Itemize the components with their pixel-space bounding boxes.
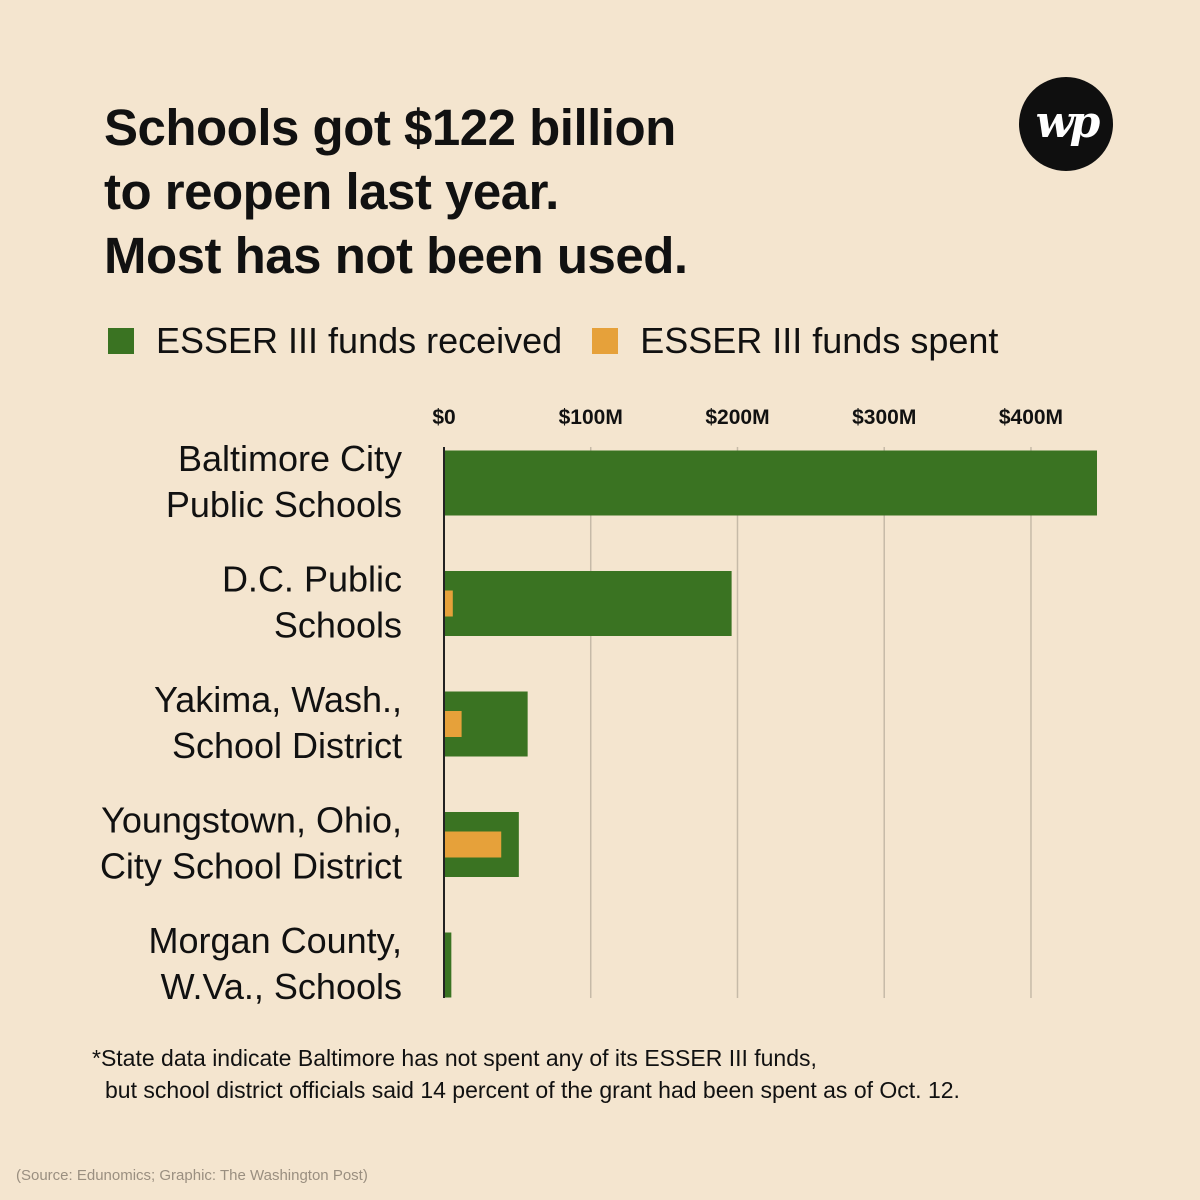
category-label: School District (172, 725, 402, 766)
logo-graphic: wp (1036, 97, 1105, 148)
washington-post-logo-icon: wp (1019, 77, 1113, 171)
bar-received (444, 450, 1097, 516)
x-tick-label: $200M (705, 406, 769, 429)
x-tick-label: $300M (852, 406, 916, 429)
bar-spent (444, 590, 453, 617)
category-label: Morgan County, (149, 920, 402, 961)
title-line: Schools got $122 billion (104, 99, 676, 156)
x-tick-label: $100M (559, 406, 623, 429)
category-label: Baltimore City (178, 438, 402, 479)
legend: ESSER III funds received ESSER III funds… (108, 318, 1028, 364)
footnote: *State data indicate Baltimore has not s… (92, 1042, 1142, 1106)
category-label: Schools (274, 605, 402, 646)
chart-title: Schools got $122 billion to reopen last … (104, 96, 964, 288)
legend-label-received: ESSER III funds received (156, 320, 563, 361)
category-label: Yakima, Wash., (154, 679, 402, 720)
x-tick-label: $400M (999, 406, 1063, 429)
bar-received (444, 932, 452, 998)
bar-chart: $0 $100M $200M $300M $400M Baltimore City Publ… (100, 406, 1097, 1007)
category-label: W.Va., Schools (161, 966, 402, 1007)
category-label: Public Schools (166, 484, 402, 525)
legend-item-spent: ESSER III funds spent (592, 320, 998, 362)
footnote-line: but school district officials said 14 pe… (105, 1077, 960, 1103)
footnote-line: *State data indicate Baltimore has not s… (92, 1045, 817, 1071)
x-tick-label: $0 (432, 406, 455, 429)
logo-text: wp (1036, 97, 1101, 148)
bar-received (444, 571, 732, 636)
category-label: City School District (100, 846, 402, 887)
legend-item-received: ESSER III funds received (108, 320, 562, 362)
category-label: Youngstown, Ohio, (101, 800, 402, 841)
legend-label-spent: ESSER III funds spent (640, 320, 999, 361)
source-credit: (Source: Edunomics; Graphic: The Washing… (16, 1167, 368, 1184)
legend-swatch-spent (592, 328, 619, 354)
title-line: Most has not been used. (104, 227, 688, 284)
category-label: D.C. Public (222, 559, 402, 600)
legend-swatch-received (108, 328, 134, 354)
bar-spent (444, 711, 462, 737)
title-line: to reopen last year. (104, 163, 559, 220)
bar-spent (444, 831, 502, 858)
